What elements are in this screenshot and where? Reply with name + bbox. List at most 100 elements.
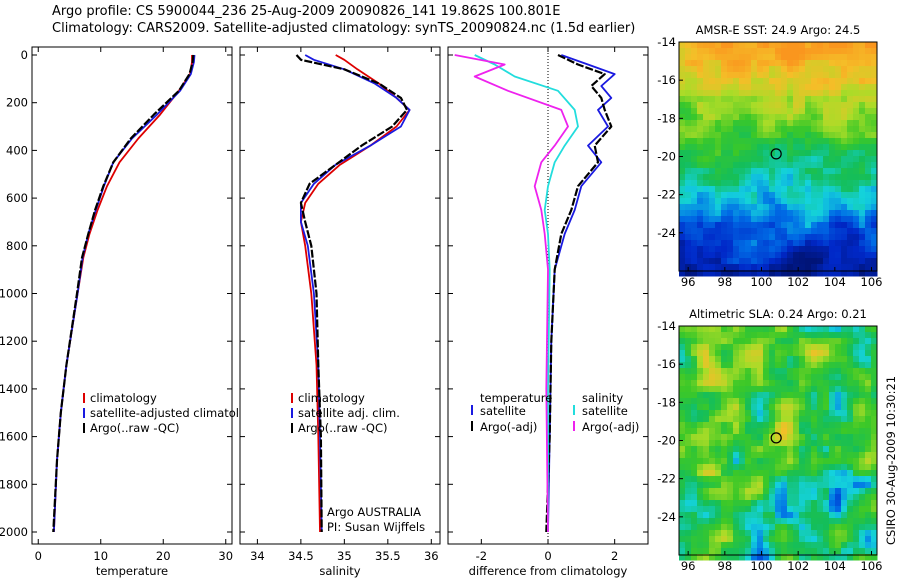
- heatmap-cell: [751, 258, 758, 265]
- heatmap-cell: [841, 482, 848, 489]
- heatmap-cell: [841, 326, 848, 333]
- heatmap-cell: [799, 168, 806, 175]
- heatmap-cell: [709, 228, 716, 235]
- heatmap-cell: [727, 362, 734, 369]
- heatmap-cell: [781, 144, 788, 151]
- heatmap-cell: [865, 392, 872, 399]
- heatmap-cell: [799, 482, 806, 489]
- heatmap-cell: [859, 476, 866, 483]
- heatmap-cell: [781, 126, 788, 133]
- heatmap-cell: [751, 404, 758, 411]
- x-tick-label: -2: [476, 549, 487, 563]
- heatmap-cell: [727, 192, 734, 199]
- heatmap-cell: [763, 168, 770, 175]
- heatmap-cell: [817, 368, 824, 375]
- heatmap-cell: [745, 380, 752, 387]
- heatmap-cell: [817, 356, 824, 363]
- heatmap-cell: [697, 78, 704, 85]
- heatmap-cell: [733, 222, 740, 229]
- heatmap-cell: [859, 530, 866, 537]
- heatmap-cell: [823, 186, 830, 193]
- heatmap-cell: [871, 404, 878, 411]
- heatmap-cell: [733, 138, 740, 145]
- heatmap-cell: [757, 42, 764, 49]
- heatmap-cell: [739, 452, 746, 459]
- heatmap-cell: [727, 222, 734, 229]
- heatmap-cell: [703, 326, 710, 333]
- heatmap-cell: [799, 96, 806, 103]
- heatmap-cell: [721, 350, 728, 357]
- heatmap-cells: [679, 326, 878, 561]
- heatmap-cell: [769, 210, 776, 217]
- heatmap-cell: [745, 530, 752, 537]
- heatmap-cell: [685, 404, 692, 411]
- heatmap-cell: [679, 48, 686, 55]
- heatmap-cell: [787, 458, 794, 465]
- heatmap-cell: [811, 362, 818, 369]
- heatmap-cell: [823, 126, 830, 133]
- heatmap-cell: [781, 482, 788, 489]
- heatmap-cell: [679, 156, 686, 163]
- heatmap-cell: [697, 96, 704, 103]
- heatmap-cell: [721, 156, 728, 163]
- heatmap-cell: [823, 156, 830, 163]
- heatmap-cell: [697, 332, 704, 339]
- heatmap-cell: [703, 368, 710, 375]
- heatmap-cell: [697, 132, 704, 139]
- heatmap-cell: [775, 404, 782, 411]
- sst-map-panel: 96 98 100 102 104 106-14-16-18-20-22-24AMSR-E…: [657, 23, 882, 289]
- heatmap-cell: [763, 156, 770, 163]
- heatmap-cell: [865, 234, 872, 241]
- heatmap-cell: [727, 168, 734, 175]
- heatmap-cell: [775, 530, 782, 537]
- heatmap-cell: [835, 270, 842, 277]
- heatmap-cell: [781, 344, 788, 351]
- heatmap-cell: [859, 464, 866, 471]
- heatmap-cell: [763, 440, 770, 447]
- heatmap-cell: [691, 512, 698, 519]
- heatmap-cell: [871, 186, 878, 193]
- heatmap-cell: [721, 512, 728, 519]
- heatmap-cell: [865, 458, 872, 465]
- heatmap-cell: [781, 458, 788, 465]
- heatmap-cell: [799, 506, 806, 513]
- heatmap-cell: [847, 548, 854, 555]
- heatmap-cell: [715, 530, 722, 537]
- heatmap-cell: [691, 192, 698, 199]
- heatmap-cell: [811, 338, 818, 345]
- heatmap-cell: [817, 452, 824, 459]
- heatmap-cell: [805, 452, 812, 459]
- heatmap-cell: [775, 78, 782, 85]
- heatmap-cell: [697, 482, 704, 489]
- heatmap-cell: [727, 186, 734, 193]
- x-tick-label: 35: [337, 549, 352, 563]
- heatmap-cell: [757, 54, 764, 61]
- heatmap-cell: [835, 398, 842, 405]
- heatmap-cell: [745, 222, 752, 229]
- heatmap-cell: [823, 440, 830, 447]
- heatmap-cell: [739, 530, 746, 537]
- heatmap-cell: [763, 264, 770, 271]
- heatmap-cell: [715, 482, 722, 489]
- heatmap-cell: [793, 464, 800, 471]
- heatmap-cell: [799, 228, 806, 235]
- heatmap-cell: [715, 60, 722, 67]
- heatmap-cell: [727, 410, 734, 417]
- heatmap-cell: [835, 144, 842, 151]
- map-title: AMSR-E SST: 24.9 Argo: 24.5: [696, 23, 861, 37]
- heatmap-cell: [805, 258, 812, 265]
- heatmap-cell: [823, 362, 830, 369]
- heatmap-cell: [679, 434, 686, 441]
- heatmap-cell: [799, 132, 806, 139]
- heatmap-cell: [811, 410, 818, 417]
- heatmap-cell: [871, 494, 878, 501]
- heatmap-cell: [835, 156, 842, 163]
- heatmap-cell: [859, 270, 866, 277]
- heatmap-cell: [769, 156, 776, 163]
- heatmap-cell: [835, 542, 842, 549]
- heatmap-cell: [799, 356, 806, 363]
- heatmap-cell: [733, 512, 740, 519]
- heatmap-cell: [709, 476, 716, 483]
- heatmap-cell: [763, 120, 770, 127]
- heatmap-cell: [697, 150, 704, 157]
